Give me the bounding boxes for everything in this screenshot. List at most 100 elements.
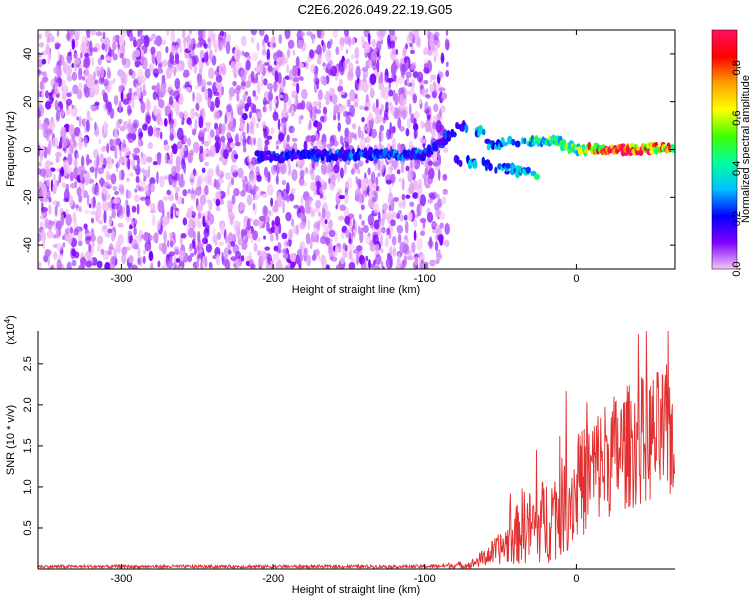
spectrogram-noise-cell	[288, 228, 293, 241]
spectrogram-noise-cell	[49, 220, 56, 226]
spectrogram-noise-cell	[445, 61, 449, 68]
spectrogram-noise-cell	[163, 175, 169, 180]
spectrogram-noise-cell	[406, 118, 412, 129]
spectrogram-noise-cell	[435, 234, 439, 241]
spectrogram-noise-cell	[214, 110, 222, 119]
spectrogram-noise-cell	[378, 129, 382, 143]
spectrogram-noise-cell	[436, 159, 441, 166]
spectrogram-noise-cell	[226, 186, 230, 196]
spectrogram-noise-cell	[411, 40, 414, 51]
spectrogram-noise-cell	[77, 230, 83, 242]
spectrogram-noise-cell	[270, 260, 274, 265]
spectrogram-noise-cell	[404, 220, 409, 234]
spectrogram-noise-cell	[205, 243, 213, 253]
spectrogram-noise-cell	[146, 156, 153, 163]
spectrogram-noise-cell	[403, 214, 408, 221]
spectrogram-noise-cell	[313, 221, 320, 229]
spectrogram-noise-cell	[386, 252, 391, 260]
spectrogram-signal-cell	[442, 137, 449, 146]
spectrogram-noise-cell	[219, 30, 225, 37]
spectrogram-noise-cell	[242, 135, 247, 148]
spectrogram-noise-cell	[274, 70, 279, 83]
spectrogram-x-tick-label: 0	[573, 273, 579, 285]
spectrogram-noise-cell	[360, 178, 368, 192]
spectrogram-noise-cell	[242, 146, 247, 153]
spectrogram-noise-cell	[409, 42, 413, 47]
spectrogram-noise-cell	[361, 35, 365, 47]
spectrogram-noise-cell	[322, 140, 327, 149]
spectrogram-noise-cell	[358, 84, 364, 91]
spectrogram-noise-cell	[307, 219, 311, 231]
spectrogram-noise-cell	[169, 240, 174, 248]
spectrogram-noise-cell	[47, 250, 52, 255]
spectrogram-noise-cell	[378, 160, 385, 174]
spectrogram-noise-cell	[94, 121, 97, 131]
spectrogram-noise-cell	[348, 262, 356, 269]
spectrogram-noise-cell	[312, 229, 319, 237]
spectrogram-noise-cell	[437, 168, 441, 181]
spectrogram-noise-cell	[444, 239, 450, 248]
spectrogram-noise-cell	[207, 67, 215, 80]
spectrogram-noise-cell	[126, 204, 130, 218]
spectrogram-noise-cell	[403, 106, 408, 111]
spectrogram-noise-cell	[399, 125, 405, 132]
spectrogram-noise-cell	[150, 202, 156, 211]
spectrogram-noise-cell	[134, 90, 142, 100]
spectrogram-noise-cell	[271, 220, 275, 227]
spectrogram-noise-cell	[102, 249, 110, 261]
spectrogram-noise-cell	[348, 68, 354, 79]
spectrogram-noise-cell	[339, 204, 347, 211]
spectrogram-noise-cell	[298, 76, 304, 81]
snr-panel: -300 -200 -100 0 0.5 1.0 1.5 2.0 2.5 Height of s…	[3, 315, 675, 596]
colorbar-frame	[711, 29, 738, 270]
spectrogram-noise-cell	[391, 211, 397, 219]
spectrogram-noise-cell	[359, 231, 364, 244]
spectrogram-noise-cell	[295, 56, 300, 68]
spectrogram-noise-cell	[199, 145, 204, 154]
spectrogram-noise-cell	[157, 63, 163, 70]
spectrogram-noise-cell	[198, 37, 205, 46]
spectrogram-noise-cell	[338, 90, 346, 96]
spectrogram-noise-cell	[111, 158, 115, 164]
spectrogram-noise-cell	[377, 35, 384, 41]
spectrogram-noise-cell	[51, 136, 58, 148]
spectrogram-noise-cell	[143, 249, 146, 255]
spectrogram-noise-cell	[233, 153, 239, 160]
spectrogram-noise-cell	[320, 163, 328, 175]
spectrogram-noise-cell	[435, 120, 443, 133]
spectrogram-noise-cell	[425, 94, 431, 99]
spectrogram-noise-cell	[354, 46, 360, 60]
spectrogram-noise-cell	[263, 61, 270, 67]
spectrogram-noise-cell	[316, 121, 323, 132]
spectrogram-noise-cell	[444, 223, 450, 235]
spectrogram-noise-cell	[118, 183, 125, 192]
spectrogram-noise-cell	[432, 49, 439, 59]
spectrogram-noise-cell	[428, 236, 433, 249]
spectrogram-noise-cell	[143, 176, 147, 182]
spectrogram-noise-cell	[252, 90, 257, 97]
spectrogram-noise-cell	[111, 209, 117, 219]
spectrogram-noise-cell	[256, 250, 262, 256]
spectrogram-noise-cell	[424, 101, 429, 112]
spectrogram-noise-cell	[382, 202, 388, 211]
spectrogram-noise-cell	[160, 81, 167, 90]
spectrogram-noise-cell	[61, 79, 67, 89]
spectrogram-noise-cell	[425, 182, 431, 189]
spectrogram-noise-cell	[150, 183, 155, 193]
spectrogram-noise-cell	[263, 34, 269, 44]
spectrogram-noise-cell	[46, 230, 54, 239]
spectrogram-noise-cell	[367, 232, 371, 237]
spectrogram-noise-cell	[80, 47, 84, 53]
spectrogram-noise-cell	[81, 36, 89, 45]
spectrogram-noise-cell	[241, 112, 248, 121]
spectrogram-noise-cell	[147, 125, 154, 137]
spectrogram-signal-cell	[351, 148, 355, 154]
spectrogram-noise-cell	[70, 182, 77, 189]
spectrogram-noise-cell	[147, 142, 153, 150]
spectrogram-noise-cell	[286, 49, 291, 59]
spectrogram-noise-cell	[233, 188, 240, 197]
spectrogram-noise-cell	[347, 99, 351, 107]
spectrogram-noise-cell	[382, 30, 387, 36]
spectrogram-noise-cell	[431, 132, 437, 138]
spectrogram-noise-cell	[295, 93, 299, 107]
